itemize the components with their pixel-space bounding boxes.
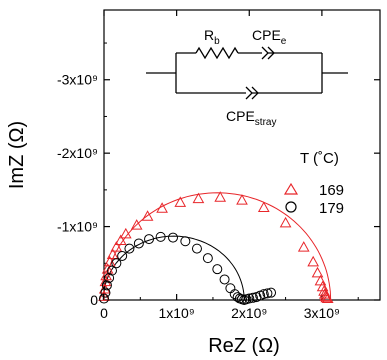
point-179-1 (100, 287, 111, 298)
point-169-4 (101, 263, 114, 274)
series-marks (98, 191, 334, 305)
point-179-28 (258, 289, 269, 300)
x-tick-label-0: 0 (100, 305, 108, 321)
point-169-3 (100, 269, 113, 281)
resistor-symbol (195, 46, 239, 60)
point-179-30 (266, 287, 277, 298)
point-169-18 (279, 216, 292, 228)
point-169-17 (257, 201, 270, 212)
point-169-27 (320, 291, 333, 303)
cpe-e-symbol-left (261, 46, 269, 60)
point-169-12 (156, 202, 168, 213)
cpe-stray-label: CPEstray (226, 108, 276, 128)
point-169-11 (141, 210, 154, 221)
fit-curve-169 (103, 192, 332, 301)
point-169-9 (119, 227, 132, 239)
fit-curve-179 (102, 235, 245, 301)
legend-label-169: 169 (319, 182, 344, 199)
x-tick-label-1: 1x10⁹ (158, 305, 194, 321)
legend-label-179: 179 (319, 200, 344, 217)
point-179-24 (244, 293, 255, 304)
point-179-9 (144, 234, 155, 245)
legend-title: T (˚C) (300, 150, 339, 167)
point-179-13 (191, 243, 202, 254)
y-tick-label-0: 0 (90, 292, 98, 308)
point-179-29 (262, 288, 273, 299)
point-179-15 (212, 264, 223, 275)
point-169-19 (297, 241, 310, 252)
point-179-25 (247, 292, 258, 303)
x-axis-title: ReZ (Ω) (208, 335, 280, 357)
legend-marker-179 (285, 201, 297, 213)
x-tick-label-2: 2x10⁹ (231, 305, 267, 321)
point-179-17 (225, 283, 236, 294)
legend-marker-169 (283, 182, 299, 195)
x-tick-label-3: 3x10⁹ (304, 305, 340, 321)
point-179-2 (101, 280, 112, 291)
point-179-3 (104, 272, 115, 283)
point-169-8 (114, 234, 127, 246)
point-169-24 (318, 285, 330, 296)
point-179-4 (106, 265, 117, 276)
point-169-10 (130, 219, 143, 230)
legend: T (˚C) 169 179 (283, 150, 344, 217)
point-169-0 (98, 290, 110, 301)
point-179-5 (111, 258, 122, 269)
resistor-label: Rb (204, 27, 220, 47)
point-169-28 (321, 292, 334, 304)
point-169-23 (316, 280, 329, 292)
y-tick-label-2: -2x10⁹ (57, 145, 98, 161)
y-tick-label-3: -3x10⁹ (57, 72, 98, 88)
y-tick-label-1: -1x10⁹ (57, 219, 98, 235)
point-169-7 (110, 241, 123, 252)
point-179-7 (124, 243, 135, 254)
point-179-14 (202, 253, 213, 264)
point-179-12 (180, 236, 191, 247)
point-169-21 (311, 266, 324, 278)
point-179-6 (117, 250, 128, 261)
point-179-11 (168, 232, 178, 243)
y-axis-title: ImZ (Ω) (6, 121, 28, 189)
point-169-13 (174, 196, 187, 207)
point-169-20 (307, 255, 320, 267)
fit-curves (102, 192, 332, 301)
point-179-0 (99, 293, 109, 304)
tick-labels: 0 1x10⁹ 2x10⁹ 3x10⁹ 0 -1x10⁹ -2x10⁹ -3x10⁹ (57, 72, 340, 321)
point-179-10 (155, 231, 166, 242)
point-169-14 (192, 192, 205, 204)
point-169-15 (214, 191, 227, 202)
cpe-stray-symbol-left (245, 86, 253, 100)
cpe-e-label: CPEe (252, 27, 287, 47)
point-169-6 (106, 248, 119, 259)
equivalent-circuit-inset (146, 46, 348, 100)
point-179-16 (219, 274, 230, 285)
point-169-16 (236, 194, 248, 205)
point-179-8 (133, 238, 144, 249)
